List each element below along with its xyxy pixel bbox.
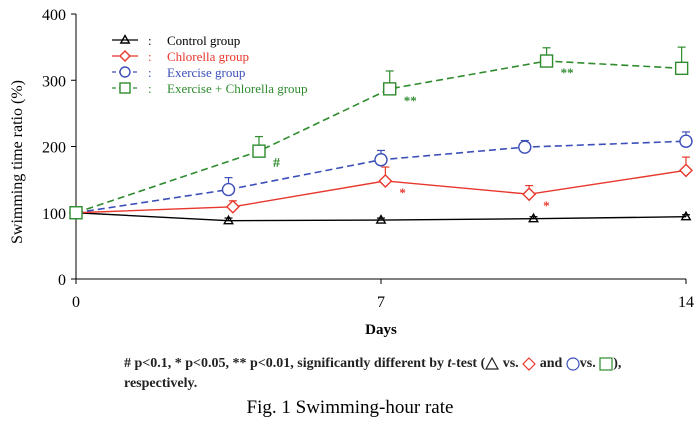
legend-colon: :	[148, 49, 152, 64]
y-tick-label: 400	[42, 7, 66, 24]
note-text-1: # p<0.1, * p<0.05, ** p<0.01, significan…	[124, 356, 448, 371]
legend-item: : Chlorella group	[112, 49, 249, 64]
legend-colon: :	[148, 33, 152, 48]
chart-ticks: 0 100 200 300 400 0 7 14	[42, 7, 694, 311]
significance-mark: **	[404, 93, 417, 108]
data-point	[383, 82, 397, 96]
series-diamond: ****	[69, 156, 693, 220]
data-point	[374, 153, 388, 167]
legend-label: Exercise group	[167, 65, 245, 80]
series-circle	[69, 131, 693, 220]
legend-item: : Exercise group	[112, 65, 245, 80]
series-square: #****	[69, 46, 689, 220]
note-vs-1: vs.	[499, 356, 523, 371]
legend-item: : Exercise + Chlorella group	[112, 81, 308, 96]
diamond-icon	[522, 356, 537, 371]
series-line	[75, 60, 682, 214]
note-and: and	[536, 356, 566, 371]
legend-label: Chlorella group	[167, 49, 249, 64]
data-point	[528, 212, 539, 223]
data-point	[221, 182, 236, 197]
series-line	[75, 169, 687, 214]
y-tick-label: 0	[58, 272, 66, 289]
data-point	[375, 214, 387, 224]
x-axis-label: Days	[365, 322, 397, 338]
series-triangle	[70, 206, 692, 225]
x-tick-label: 7	[377, 294, 385, 311]
chart-series: ****#****	[69, 46, 693, 225]
y-tick-label: 100	[42, 206, 66, 223]
note-line-2: respectively.	[124, 376, 198, 391]
data-point	[378, 173, 393, 188]
note-t-italic: t	[447, 356, 452, 371]
y-tick-label: 200	[42, 140, 66, 157]
x-tick-label: 0	[72, 294, 80, 311]
legend-marker	[119, 66, 131, 78]
significance-mark: **	[561, 65, 574, 80]
significance-note: # p<0.1, * p<0.05, ** p<0.01, significan…	[124, 354, 684, 394]
x-tick-label: 14	[678, 294, 694, 311]
data-point	[679, 134, 693, 148]
significance-mark: *	[399, 185, 406, 200]
legend-label: Control group	[167, 33, 240, 48]
legend-marker	[119, 34, 131, 44]
legend-label: Exercise + Chlorella group	[167, 81, 308, 96]
data-point	[680, 210, 692, 221]
data-point	[674, 61, 689, 76]
legend-marker	[119, 50, 131, 62]
data-point	[539, 54, 554, 68]
legend-colon: :	[148, 65, 152, 80]
significance-mark: *	[543, 198, 550, 213]
data-point	[679, 163, 693, 178]
legend-marker	[119, 82, 131, 94]
circle-icon	[566, 357, 580, 371]
significance-mark: #	[273, 156, 280, 171]
legend-item: : Control group	[112, 33, 240, 48]
y-axis-label: Swimming time ratio (%)	[9, 80, 26, 244]
note-vs-2: vs.	[579, 356, 600, 371]
data-point	[223, 214, 234, 225]
data-point	[252, 144, 266, 158]
triangle-icon	[485, 357, 500, 370]
note-text-3: ),	[613, 356, 622, 371]
chart-legend: : Control group: Chlorella group: Exercise …	[112, 33, 308, 96]
figure-caption: Fig. 1 Swimming-hour rate	[246, 397, 454, 418]
data-point	[69, 206, 83, 220]
y-tick-label: 300	[42, 73, 66, 90]
square-icon	[599, 357, 613, 371]
data-point	[522, 187, 537, 202]
legend-colon: :	[148, 81, 152, 96]
data-point	[518, 140, 532, 154]
note-text-2: -test (	[451, 356, 486, 371]
data-point	[225, 199, 240, 214]
